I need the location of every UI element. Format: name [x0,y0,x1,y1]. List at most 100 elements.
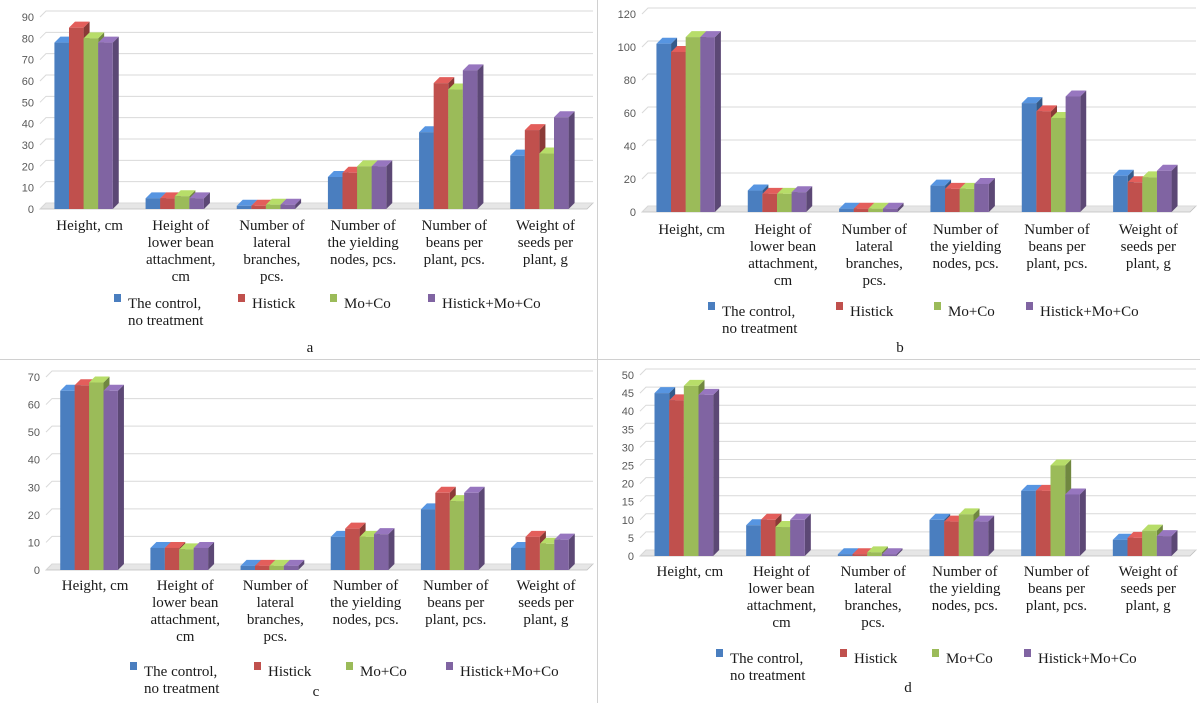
legend-label: Histick+Mo+Co [1038,651,1137,667]
category-label: Weight of seeds per plant, g [1119,222,1178,272]
category-label: Number of the yielding nodes, pcs. [330,578,402,628]
category-label: Number of lateral branches, pcs. [840,564,905,631]
gridline [639,531,1196,539]
chart-svg-a: 0 10 20 30 40 50 60 70 80 90 Height, cm Height of lo… [22,10,594,356]
legend-swatch [1026,302,1033,310]
y-tick-label: 40 [22,119,34,131]
y-tick-label: 70 [22,55,34,67]
legend-label: Mo+Co [344,296,391,312]
bar-c-s3-c4 [464,486,485,570]
horizontal-divider [0,359,1200,360]
bar-b-s3-c1 [791,186,813,212]
y-tick-label: 15 [622,497,634,509]
legend-label: Histick [854,651,898,667]
chart-floor [639,549,1197,557]
category-label: Number of lateral branches, pcs. [842,222,907,289]
gridline [39,159,593,167]
legend-swatch [330,294,337,302]
gridline [639,477,1196,484]
category-label: Height, cm [62,578,129,594]
gridline [45,563,593,571]
y-tick-label: 60 [22,76,34,88]
legend-swatch [932,649,939,657]
y-tick-label: 50 [28,427,40,439]
gridline [39,95,593,103]
legend-label: Histick [268,664,312,680]
y-tick-label: 80 [22,33,34,45]
gridline [639,549,1196,557]
legend-swatch [836,302,843,310]
category-label: Height of lower bean attachment, cm [748,222,818,289]
category-label: Weight of seeds per plant, g [516,218,575,268]
vertical-divider [597,0,598,703]
y-tick-label: 20 [22,161,34,173]
bar-a-s3-c4 [462,64,484,209]
legend-swatch [1024,649,1031,657]
gridline [45,508,593,516]
legend-swatch [446,662,453,670]
gridline [45,535,593,543]
gridline [639,422,1196,430]
gridline [639,440,1196,448]
gridline [39,202,593,210]
gridline [39,138,593,146]
bar-d-s3-c1 [790,513,811,556]
y-tick-label: 0 [28,204,34,216]
legend-label: Histick+Mo+Co [460,664,559,680]
category-label: Height, cm [56,218,123,234]
category-label: Number of beans per plant, pcs. [1024,222,1089,272]
category-label: Number of lateral branches, pcs. [239,218,304,285]
y-tick-label: 10 [28,537,40,549]
gridline [45,425,593,433]
legend-swatch [840,649,847,657]
y-tick-label: 20 [624,174,636,186]
bar-a-s3-c2 [280,198,302,209]
gridline [639,495,1196,503]
y-tick-label: 0 [628,551,634,563]
category-label: Height of lower bean attachment, cm [747,564,817,631]
gridline [639,404,1196,412]
chart-panel-b: 0 20 40 60 80 100 120 Height, cm Height of lower … [600,2,1198,358]
bar-d-s3-c0 [698,388,720,556]
legend-label: The control, no treatment [730,651,806,684]
panel-letter: b [896,340,904,356]
y-tick-label: 100 [618,42,636,54]
chart-floor [641,205,1197,213]
gridline [45,480,593,488]
category-label: Number of the yielding nodes, pcs. [327,218,399,268]
bar-d-s3-c3 [973,515,995,556]
bar-a-s3-c1 [189,192,210,209]
legend-swatch [238,294,245,302]
y-tick-label: 40 [624,141,636,153]
legend-swatch [254,662,261,670]
legend-label: The control, no treatment [128,296,204,329]
chart-panel-a: 0 10 20 30 40 50 60 70 80 90 Height, cm Height of lo… [2,2,596,358]
legend-label: Histick+Mo+Co [1040,304,1139,320]
legend-label: Mo+Co [946,651,993,667]
gridline [641,106,1196,114]
y-tick-label: 35 [622,424,634,436]
gridline [39,53,593,61]
gridline [641,7,1196,15]
gridline [639,368,1196,376]
y-tick-label: 10 [622,515,634,527]
chart-floor [39,202,594,210]
gridline [39,31,593,39]
bar-c-s3-c5 [554,533,575,570]
category-label: Height of lower bean attachment, cm [146,218,216,285]
gridline [641,172,1196,180]
chart-svg-d: 0 5 10 15 20 25 30 35 40 45 50 Height, cm Height of l… [622,368,1197,696]
legend-swatch [130,662,137,670]
gridline [639,513,1196,521]
y-tick-label: 80 [624,75,636,87]
y-tick-label: 120 [618,9,636,21]
legend-label: Mo+Co [948,304,995,320]
y-tick-label: 0 [630,207,636,219]
panel-letter: a [307,340,314,356]
legend-label: The control, no treatment [722,304,798,337]
bar-c-s3-c1 [193,541,215,570]
legend-swatch [934,302,941,310]
y-tick-label: 10 [22,183,34,195]
y-tick-label: 40 [622,406,634,418]
bar-a-s3-c0 [98,36,119,209]
